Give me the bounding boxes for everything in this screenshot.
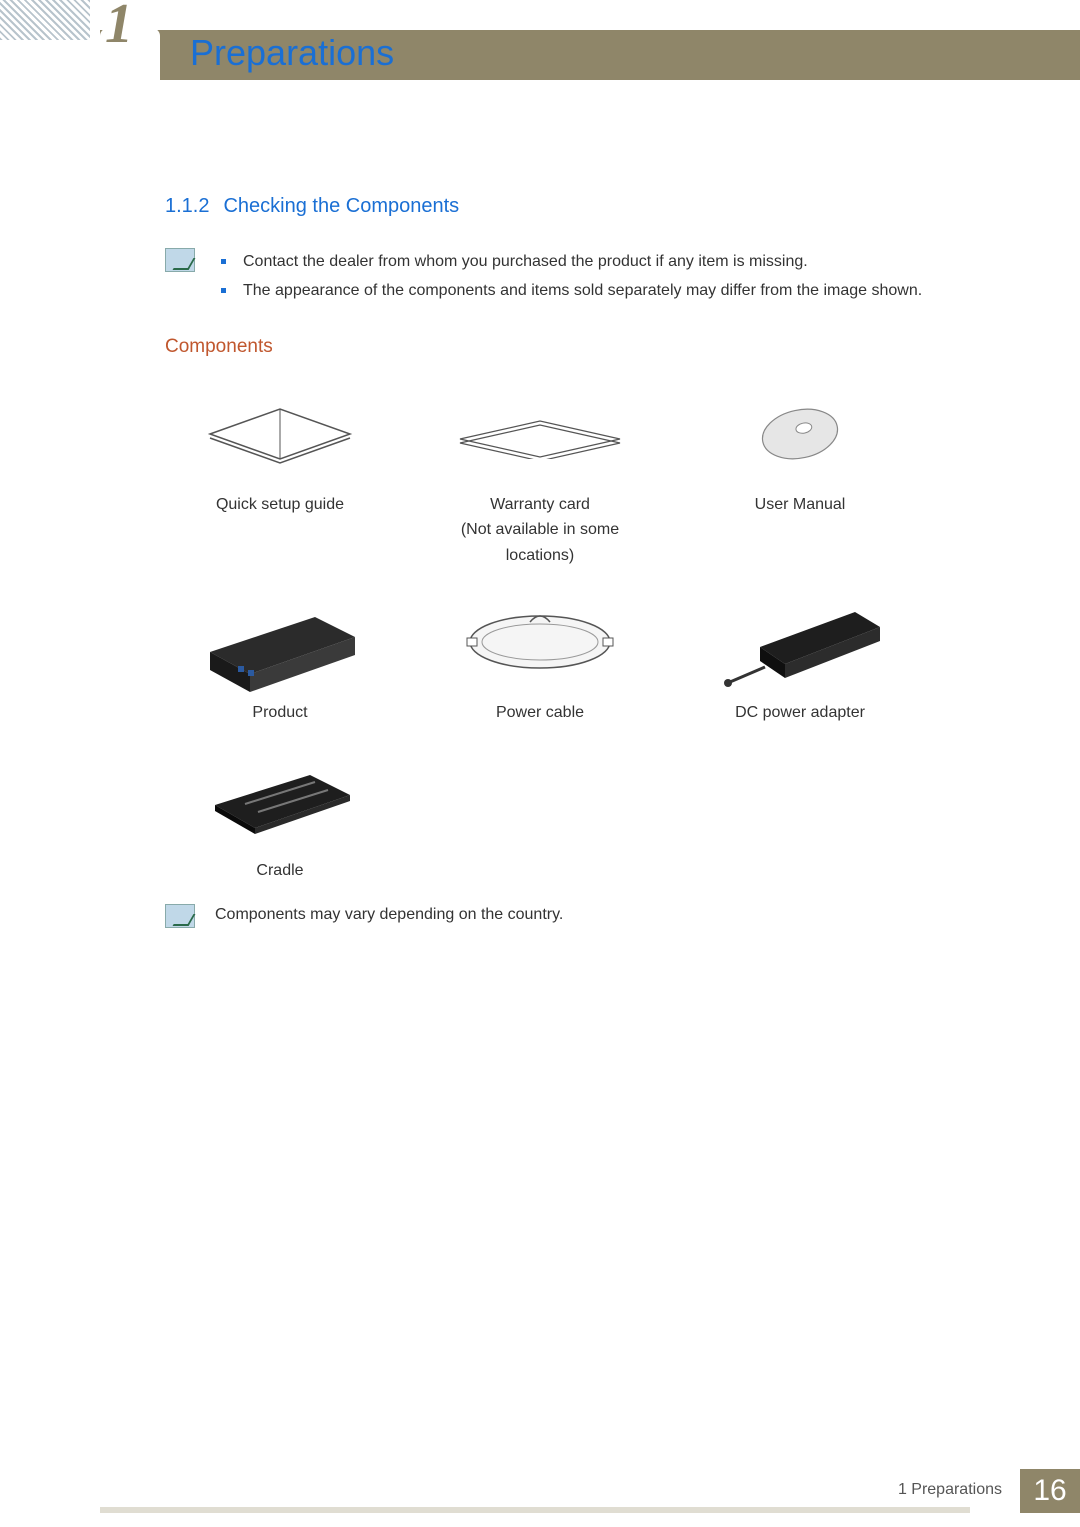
component-cell: Cradle (165, 750, 395, 884)
country-note-text: Components may vary depending on the cou… (215, 904, 563, 928)
footer-chapter-label: 1 Preparations (898, 1469, 1020, 1513)
product-illustration (165, 592, 395, 692)
dc-adapter-illustration (685, 592, 915, 692)
components-heading: Components (165, 336, 1000, 358)
component-label: Warranty card (425, 492, 655, 518)
component-cell: Warranty card (Not available in some loc… (425, 384, 655, 569)
component-label: User Manual (685, 492, 915, 518)
note-block: Contact the dealer from whom you purchas… (165, 248, 1000, 306)
footer-page-number: 16 (1020, 1469, 1080, 1513)
page-title: Preparations (190, 32, 394, 74)
component-sublabel: (Not available in some locations) (425, 517, 655, 568)
component-cell: Quick setup guide (165, 384, 395, 569)
chapter-number: 1 (105, 0, 133, 56)
corner-hatch-decoration (0, 0, 90, 40)
note-item: Contact the dealer from whom you purchas… (215, 248, 922, 277)
cradle-illustration (165, 750, 395, 850)
section-heading: 1.1.2 Checking the Components (165, 195, 1000, 218)
section-title: Checking the Components (223, 195, 459, 217)
component-cell: Power cable (425, 592, 655, 726)
footer: 1 Preparations 16 (898, 1469, 1080, 1513)
note-icon (165, 904, 195, 928)
component-label: DC power adapter (685, 700, 915, 726)
note-list: Contact the dealer from whom you purchas… (215, 248, 922, 306)
component-label: Quick setup guide (165, 492, 395, 518)
power-cable-illustration (425, 592, 655, 692)
user-manual-illustration (685, 384, 915, 484)
quick-setup-guide-illustration (165, 384, 395, 484)
component-label: Cradle (165, 858, 395, 884)
component-cell: DC power adapter (685, 592, 915, 726)
note-item: The appearance of the components and ite… (215, 277, 922, 306)
country-note-block: Components may vary depending on the cou… (165, 904, 1000, 928)
component-cell: Product (165, 592, 395, 726)
section-number: 1.1.2 (165, 195, 209, 217)
note-icon (165, 248, 195, 272)
component-label: Power cable (425, 700, 655, 726)
component-cell: User Manual (685, 384, 915, 569)
components-grid: Quick setup guide Warranty card (Not ava… (165, 384, 1000, 884)
content-area: 1.1.2 Checking the Components Contact the… (165, 195, 1000, 958)
footer-bar (100, 1507, 970, 1513)
warranty-card-illustration (425, 384, 655, 484)
component-label: Product (165, 700, 395, 726)
